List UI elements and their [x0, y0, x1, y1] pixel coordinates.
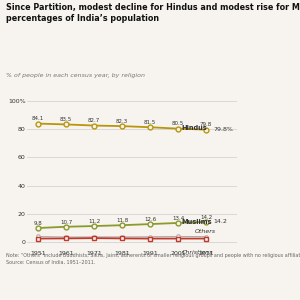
Text: 11.8: 11.8: [116, 218, 128, 223]
Text: 82.7: 82.7: [88, 118, 100, 123]
Text: % of people in each census year, by religion: % of people in each census year, by reli…: [6, 74, 145, 79]
Text: Christians: Christians: [182, 250, 214, 254]
Text: Hindus: Hindus: [181, 125, 207, 131]
Text: Others: Others: [195, 229, 216, 234]
Text: 82.3: 82.3: [116, 118, 128, 124]
Text: 12.6: 12.6: [144, 217, 156, 222]
Text: 10.7: 10.7: [60, 220, 72, 225]
Text: 84.1: 84.1: [32, 116, 44, 121]
Text: 79.8%: 79.8%: [213, 127, 233, 132]
Text: 14.2: 14.2: [213, 219, 227, 224]
Text: 9.8: 9.8: [34, 221, 43, 226]
Text: Muslims: Muslims: [181, 219, 212, 225]
Text: 79.8: 79.8: [200, 122, 212, 127]
Text: Since Partition, modest decline for Hindus and modest rise for Muslims as
percen: Since Partition, modest decline for Hind…: [6, 3, 300, 23]
Text: 11.2: 11.2: [88, 219, 100, 224]
Text: 80.5: 80.5: [172, 121, 184, 126]
Text: 13.4: 13.4: [172, 216, 184, 221]
Text: 83.5: 83.5: [60, 117, 72, 122]
Text: 14.2: 14.2: [200, 215, 212, 220]
Text: Note: “Others” include Buddhists, Sikhs, Jains, adherents of smaller religious g: Note: “Others” include Buddhists, Sikhs,…: [6, 254, 300, 265]
Text: 81.5: 81.5: [144, 120, 156, 125]
